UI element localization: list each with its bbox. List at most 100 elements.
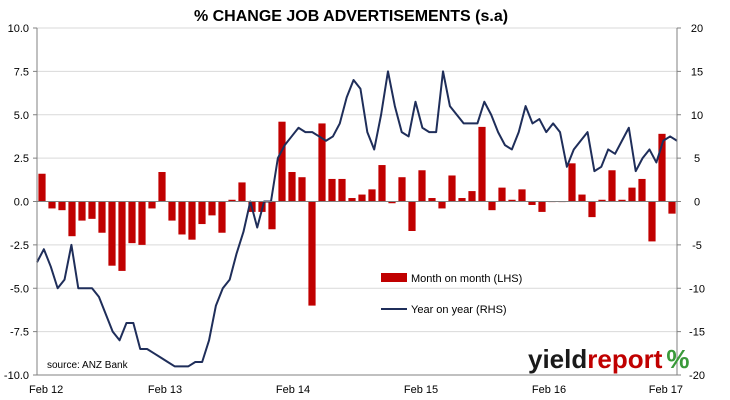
- y-left-tick-label: -5.0: [10, 283, 29, 295]
- bar: [138, 201, 146, 245]
- bar: [318, 123, 326, 202]
- bar: [38, 173, 46, 202]
- bar: [658, 133, 666, 202]
- bar: [168, 201, 176, 221]
- bar: [208, 201, 216, 216]
- bar: [68, 201, 76, 237]
- svg-text:yieldreport%: yieldreport%: [528, 344, 690, 374]
- bar: [438, 201, 446, 209]
- y-right-tick-label: -15: [689, 327, 705, 339]
- bar: [398, 177, 406, 202]
- bar: [338, 178, 346, 202]
- chart-title: % CHANGE JOB ADVERTISEMENTS (s.a): [194, 8, 508, 25]
- bar: [288, 172, 296, 202]
- x-tick-label: Feb 14: [276, 384, 310, 396]
- bar: [188, 201, 196, 240]
- bar: [458, 198, 466, 202]
- x-tick-label: Feb 13: [148, 384, 182, 396]
- logo-percent-symbol: %: [666, 344, 689, 374]
- bar: [98, 201, 106, 233]
- y-left-tick-label: -7.5: [10, 327, 29, 339]
- bar: [428, 198, 436, 202]
- y-right-tick-label: 15: [691, 66, 703, 78]
- y-right-tick-label: 10: [691, 110, 703, 122]
- logo-text-yield: yield: [528, 344, 587, 374]
- bar: [88, 201, 96, 219]
- bar: [568, 163, 576, 202]
- line-series-year-on-year: [36, 70, 678, 368]
- yieldreport-logo: yieldreport%: [528, 344, 690, 374]
- bar: [408, 201, 416, 231]
- bar: [58, 201, 66, 211]
- bar: [198, 201, 206, 225]
- bar: [608, 170, 616, 202]
- bar: [468, 191, 476, 202]
- x-tick-label: Feb 16: [532, 384, 566, 396]
- bar: [178, 201, 186, 235]
- bar: [368, 189, 376, 202]
- legend: Month on month (LHS) Year on year (RHS): [381, 273, 522, 316]
- x-tick-label: Feb 15: [404, 384, 438, 396]
- bar: [158, 172, 166, 202]
- bar: [78, 201, 86, 221]
- bar: [148, 201, 156, 209]
- bar: [48, 201, 56, 209]
- y-left-tick-label: 2.5: [14, 153, 29, 165]
- bar: [308, 201, 316, 306]
- bar: [358, 194, 366, 202]
- y-left-tick-label: 7.5: [14, 66, 29, 78]
- bar: [598, 199, 606, 202]
- bar: [488, 201, 496, 211]
- y-left-tick-label: 0.0: [14, 197, 29, 209]
- bar: [268, 201, 276, 230]
- y-right-tick-label: -5: [692, 240, 702, 252]
- bar: [668, 201, 676, 214]
- bar: [538, 201, 546, 212]
- bar: [348, 198, 356, 202]
- bar: [128, 201, 136, 244]
- y-right-tick-label: -20: [689, 370, 705, 382]
- bar: [498, 187, 506, 202]
- bar: [278, 121, 286, 202]
- bar: [588, 201, 596, 218]
- y-right-tick-label: -10: [689, 283, 705, 295]
- bar: [378, 165, 386, 202]
- bar: [578, 194, 586, 202]
- y-left-tick-label: 5.0: [14, 110, 29, 122]
- bar: [508, 199, 516, 202]
- bar: [228, 199, 236, 202]
- bar: [478, 126, 486, 202]
- bar: [638, 178, 646, 202]
- bar: [528, 201, 536, 205]
- bar: [648, 201, 656, 242]
- y-right-tick-label: 5: [694, 153, 700, 165]
- bar: [418, 170, 426, 202]
- x-tick-label: Feb 17: [649, 384, 683, 396]
- legend-label-year-on-year: Year on year (RHS): [411, 304, 507, 316]
- bar: [328, 178, 336, 202]
- bar: [618, 199, 626, 202]
- y-left-tick-label: -10.0: [4, 370, 29, 382]
- bar: [238, 182, 246, 202]
- x-tick-label: Feb 12: [29, 384, 63, 396]
- y-left-tick-label: 10.0: [8, 23, 29, 35]
- y-right-tick-label: 0: [694, 197, 700, 209]
- bar: [118, 201, 126, 271]
- year-on-year-line: [36, 70, 678, 368]
- y-left-tick-label: -2.5: [10, 240, 29, 252]
- bar: [448, 175, 456, 202]
- axes: 10.0 20 7.5 15 5.0 10 2.5 5 0.0 0 -2.5 -5 -5.0 -10 -7.…: [4, 23, 705, 396]
- legend-label-month-on-month: Month on month (LHS): [411, 273, 522, 285]
- bar: [518, 189, 526, 202]
- bar: [388, 201, 396, 204]
- source-note: source: ANZ Bank: [47, 360, 129, 371]
- legend-swatch-month-on-month: [381, 273, 407, 282]
- y-right-tick-label: 20: [691, 23, 703, 35]
- bar: [218, 201, 226, 233]
- bar: [298, 177, 306, 202]
- bar: [628, 187, 636, 202]
- bar: [108, 201, 116, 266]
- bar-series-month-on-month: [38, 121, 676, 306]
- logo-text-report: report: [587, 344, 662, 374]
